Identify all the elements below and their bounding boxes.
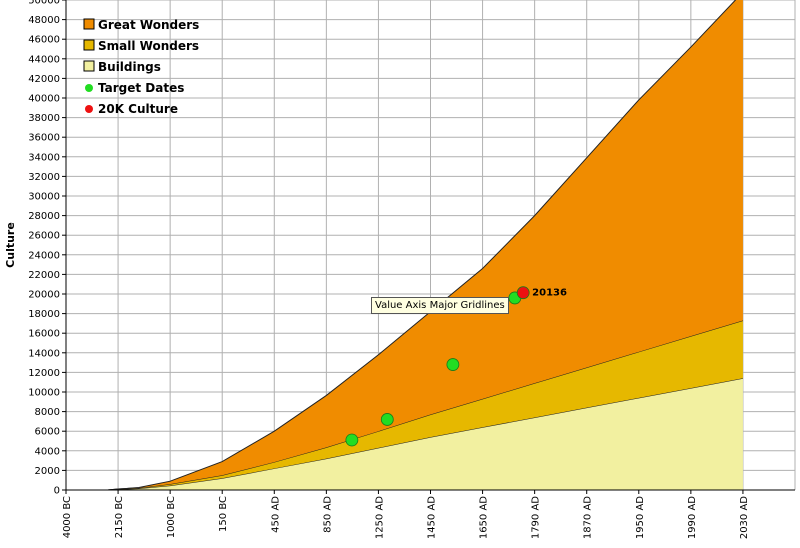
y-tick-label: 50000	[28, 0, 60, 7]
marker-20k-culture	[516, 286, 530, 300]
y-tick-label: 2000	[35, 466, 60, 477]
gridline-tooltip: Value Axis Major Gridlines	[371, 297, 509, 314]
y-tick-label: 6000	[35, 427, 60, 438]
y-tick-label: 22000	[28, 270, 60, 281]
y-tick-label: 42000	[28, 74, 60, 85]
y-tick-label: 28000	[28, 211, 60, 222]
y-tick-label: 4000	[35, 446, 60, 457]
legend-label: Small Wonders	[98, 39, 199, 53]
y-tick-label: 18000	[28, 309, 60, 320]
x-tick-label: 450 AD	[270, 496, 281, 533]
y-tick-label: 26000	[28, 231, 60, 242]
legend-label: Target Dates	[98, 81, 184, 95]
marker-target-dates	[380, 413, 394, 426]
legend-label: Buildings	[98, 60, 161, 74]
x-tick-label: 1000 BC	[166, 496, 177, 538]
marker-target-dates	[345, 433, 359, 447]
x-tick-label: 850 AD	[322, 496, 333, 533]
y-tick-label: 12000	[28, 368, 60, 379]
y-tick-label: 46000	[28, 35, 60, 46]
x-tick-label: 1450 AD	[427, 496, 438, 539]
y-tick-label: 48000	[28, 15, 60, 26]
y-tick-label: 24000	[28, 250, 60, 261]
x-tick-label: 150 BC	[218, 496, 229, 532]
annotation-label: 20136	[532, 288, 567, 299]
area-edge	[66, 0, 737, 491]
y-tick-label: 36000	[28, 133, 60, 144]
y-tick-label: 34000	[28, 152, 60, 163]
legend-label: 20K Culture	[98, 102, 178, 116]
y-tick-label: 40000	[28, 94, 60, 105]
y-tick-label: 8000	[35, 407, 60, 418]
y-tick-label: 10000	[28, 388, 60, 399]
legend-swatch	[83, 18, 95, 30]
area-buildings	[66, 378, 743, 490]
legend-label: Great Wonders	[98, 18, 199, 32]
marker-target-dates	[446, 358, 460, 371]
x-tick-label: 1650 AD	[479, 496, 490, 539]
y-tick-label: 32000	[28, 172, 60, 183]
y-tick-label: 44000	[28, 54, 60, 65]
y-tick-label: 14000	[28, 348, 60, 359]
x-tick-label: 1790 AD	[531, 496, 542, 539]
x-tick-label: 1990 AD	[687, 496, 698, 539]
area-great-wonders	[66, 0, 743, 490]
y-tick-label: 0	[54, 486, 60, 497]
x-tick-label: 2150 BC	[114, 496, 125, 538]
legend-swatch	[85, 105, 93, 113]
x-tick-label: 4000 BC	[62, 496, 73, 538]
x-tick-label: 1870 AD	[583, 496, 594, 539]
y-tick-label: 38000	[28, 113, 60, 124]
legend-swatch	[83, 39, 95, 51]
x-tick-label: 1950 AD	[635, 496, 646, 539]
x-tick-label: 1250 AD	[374, 496, 385, 539]
y-axis-label: Culture	[4, 222, 17, 268]
x-tick-label: 2030 AD	[739, 496, 750, 539]
legend-swatch	[85, 84, 93, 92]
x-axis-tick-labels: 4000 BC 2150 BC 1000 BC 150 BC 450 AD 850 AD 1…	[62, 490, 750, 539]
y-tick-label: 20000	[28, 290, 60, 301]
y-tick-label: 16000	[28, 329, 60, 340]
y-axis-tick-labels: 0 2000 4000 6000 8000 10000 12000 14000 16000 180…	[28, 0, 60, 497]
marker-series	[345, 286, 530, 447]
legend-swatch	[83, 60, 95, 72]
y-tick-label: 30000	[28, 192, 60, 203]
legend: Great Wonders Small Wonders Buildings Targe…	[83, 18, 199, 116]
